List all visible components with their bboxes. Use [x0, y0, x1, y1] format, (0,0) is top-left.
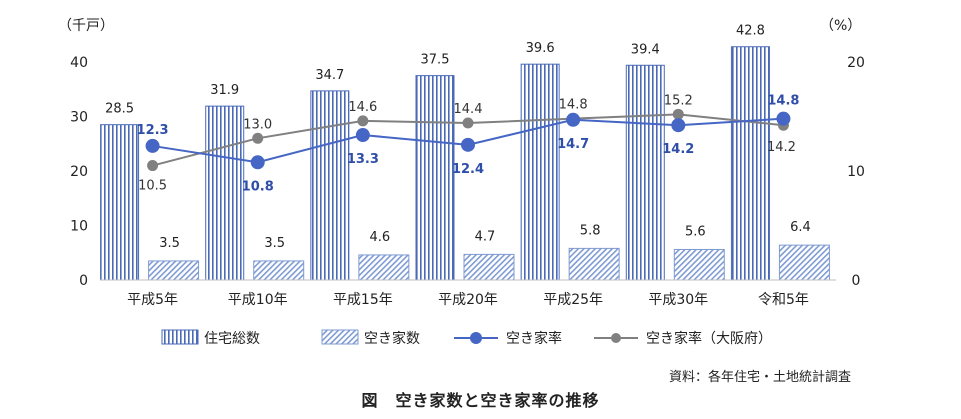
vacancy-rate-label: 14.2 — [662, 142, 694, 157]
bar-vacant-houses — [358, 254, 410, 281]
bar-total-housing — [205, 105, 245, 281]
left-axis-unit-label: （千戸） — [58, 18, 114, 34]
osaka-vacancy-rate-point — [462, 117, 474, 129]
x-axis-category-label: 令和5年 — [758, 292, 809, 308]
legend-label-total-housing: 住宅総数 — [204, 331, 260, 347]
osaka-vacancy-rate-label: 14.2 — [767, 140, 796, 155]
data-labels: 28.5 3.5 31.9 3.5 34.7 4.6 37.5 4.7 39.6 5.8 39.4 5… — [105, 24, 811, 251]
bar-total-housing — [310, 90, 350, 281]
bar-vacant-houses — [673, 248, 725, 281]
left-axis-tick-label: 0 — [79, 273, 88, 289]
legend-label-osaka-vacancy-rate: 空き家率（大阪府） — [646, 330, 772, 347]
legend-label-vacancy-rate: 空き家率 — [506, 330, 562, 347]
bar-label-total-housing: 37.5 — [421, 53, 450, 68]
bar-label-vacant-houses: 4.6 — [370, 230, 391, 245]
legend-swatch-vacant-houses — [321, 329, 359, 345]
osaka-vacancy-rate-label: 14.8 — [559, 98, 588, 113]
bar-label-vacant-houses: 5.6 — [685, 224, 706, 239]
legend-label-vacant-houses: 空き家数 — [364, 330, 420, 347]
legend: 住宅総数 空き家数 空き家率 空き家率（大阪府） — [161, 329, 772, 347]
bar-total-housing — [100, 124, 140, 281]
osaka-vacancy-rate-label: 13.0 — [243, 117, 272, 132]
bar-label-total-housing: 39.4 — [631, 42, 660, 57]
vacancy-rate-point — [671, 118, 686, 133]
vacancy-rate-point — [145, 138, 160, 153]
x-axis-category-label: 平成10年 — [228, 292, 288, 308]
bar-label-total-housing: 31.9 — [210, 83, 239, 98]
source-note: 資料：各年住宅・土地統計調査 — [668, 370, 851, 385]
bar-label-vacant-houses: 6.4 — [790, 220, 811, 235]
bar-label-total-housing: 42.8 — [736, 24, 765, 39]
bar-total-housing — [730, 46, 770, 281]
x-axis-category-label: 平成15年 — [333, 292, 393, 308]
bar-total-housing — [415, 75, 455, 281]
vacancy-rate-label: 10.8 — [242, 179, 274, 194]
vacancy-rate-point — [250, 155, 265, 170]
vacancy-rate-point — [566, 112, 581, 127]
osaka-vacancy-rate-label: 14.6 — [348, 100, 377, 115]
legend-swatch-osaka-vacancy-rate-point — [611, 333, 621, 343]
vacancy-rate-label: 13.3 — [347, 152, 379, 167]
bar-label-vacant-houses: 5.8 — [580, 223, 601, 238]
bar-vacant-houses — [148, 260, 200, 281]
legend-swatch-vacancy-rate-point — [470, 332, 482, 344]
osaka-vacancy-rate-label: 10.5 — [138, 179, 167, 194]
right-axis-tick-label: 0 — [852, 273, 861, 289]
osaka-vacancy-rate-label: 15.2 — [664, 93, 693, 108]
bar-total-housing — [625, 64, 665, 281]
bar-label-total-housing: 39.6 — [526, 41, 555, 56]
bar-label-vacant-houses: 4.7 — [475, 229, 496, 244]
right-axis-tick-label: 20 — [847, 55, 865, 71]
x-axis-category-label: 平成20年 — [438, 292, 498, 308]
bar-label-vacant-houses: 3.5 — [159, 236, 180, 251]
osaka-vacancy-rate-point — [252, 132, 264, 144]
bar-vacant-houses — [463, 253, 515, 281]
vacancy-rate-label: 12.4 — [452, 162, 484, 177]
left-axis-tick-label: 20 — [70, 164, 88, 180]
left-axis-tick-label: 10 — [70, 219, 88, 235]
left-axis-tick-label: 40 — [70, 55, 88, 71]
bar-label-vacant-houses: 3.5 — [264, 236, 285, 251]
lines — [145, 108, 791, 172]
bar-vacant-houses — [253, 260, 305, 281]
bar-total-housing — [520, 63, 560, 281]
osaka-vacancy-rate-point — [672, 108, 684, 120]
vacancy-rate-point — [461, 137, 475, 152]
left-axis: （千戸） 0 10 20 30 40 — [58, 18, 114, 289]
osaka-vacancy-rate-point — [357, 115, 369, 127]
bar-label-total-housing: 34.7 — [315, 68, 344, 83]
vacancy-rate-label: 12.3 — [137, 123, 169, 138]
bar-vacant-houses — [568, 247, 620, 281]
x-axis-category-label: 平成30年 — [648, 292, 708, 308]
bar-vacant-houses — [778, 244, 830, 281]
legend-swatch-total-housing — [161, 329, 199, 345]
x-axis-category-label: 平成5年 — [127, 292, 178, 308]
osaka-vacancy-rate-point — [147, 160, 159, 172]
vacancy-rate-point — [355, 128, 370, 143]
vacancy-rate-label: 14.8 — [767, 94, 799, 109]
figure-caption: 図 空き家数と空き家率の推移 — [361, 391, 600, 410]
vacancy-rate-point — [776, 111, 791, 126]
left-axis-tick-label: 30 — [70, 110, 88, 126]
vacancy-rate-label: 14.7 — [557, 137, 589, 152]
bar-label-total-housing: 28.5 — [105, 102, 134, 117]
bars — [100, 46, 836, 281]
right-axis-unit-label: （%） — [820, 18, 861, 34]
x-axis-category-label: 平成25年 — [543, 292, 603, 308]
right-axis: （%） 0 10 20 — [820, 18, 865, 289]
osaka-vacancy-rate-label: 14.4 — [454, 102, 483, 117]
x-axis: 平成5年 平成10年 平成15年 平成20年 平成25年 平成30年 令和5年 — [127, 292, 809, 308]
right-axis-tick-label: 10 — [847, 164, 865, 180]
